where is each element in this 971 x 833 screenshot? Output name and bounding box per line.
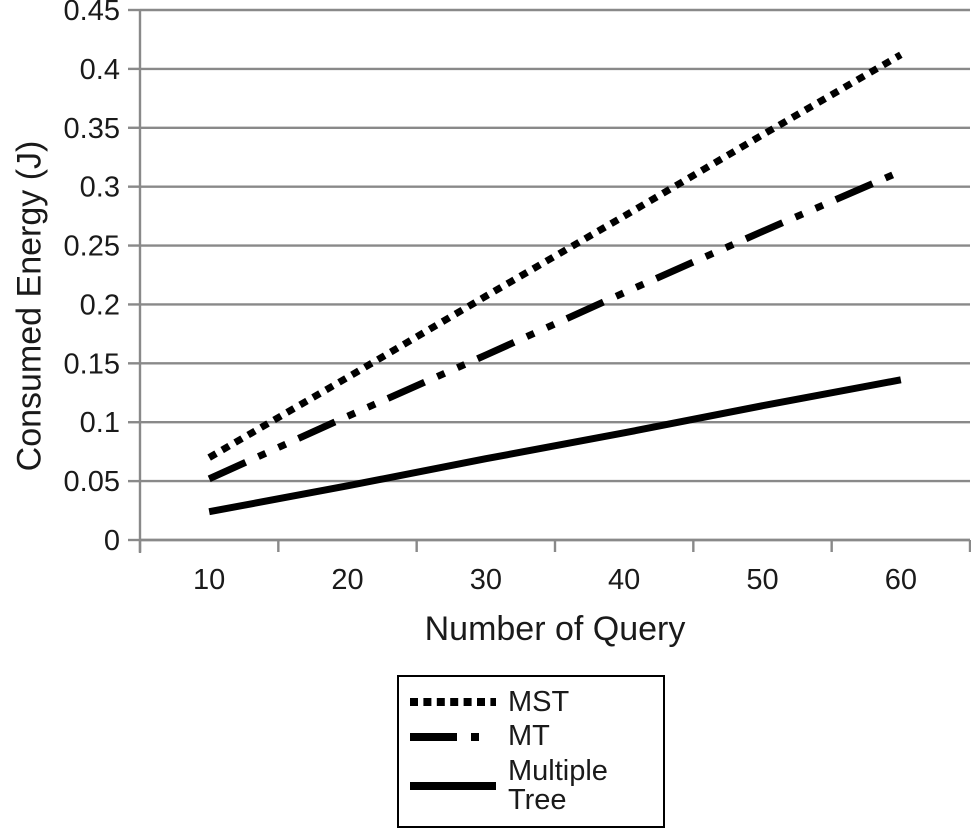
y-axis-title: Consumed Energy (J) — [10, 140, 49, 472]
x-tick-label: 10 — [193, 564, 225, 596]
x-axis-title: Number of Query — [424, 610, 686, 648]
series-line-multiple-tree — [208, 376, 902, 516]
legend-item-mt: MT — [409, 722, 657, 751]
x-tick-label: 40 — [608, 564, 640, 596]
y-tick-label: 0.15 — [64, 348, 120, 380]
series-line-mst — [207, 51, 903, 461]
legend-label-multiple-tree: Multiple Tree — [508, 755, 608, 817]
legend-item-multiple-tree: Multiple Tree — [409, 757, 657, 815]
x-tick-label: 50 — [746, 564, 778, 596]
y-tick-label: 0 — [104, 525, 120, 557]
y-tick-label: 0.4 — [80, 54, 120, 86]
legend-label-mst: MST — [508, 685, 570, 718]
y-tick-label: 0.3 — [80, 172, 120, 204]
legend-item-mst: MST — [409, 685, 657, 718]
mt-dash-dot-line-swatch-icon — [410, 732, 496, 741]
x-tick-label: 30 — [470, 564, 502, 596]
y-tick-label: 0.45 — [64, 0, 120, 27]
legend-box: MST MT Multiple Tree — [397, 675, 665, 828]
mst-dotted-line-swatch-icon — [410, 698, 496, 707]
multiple-tree-solid-line-swatch-icon — [410, 782, 496, 791]
y-tick-label: 0.25 — [64, 231, 120, 263]
x-tick-label: 60 — [885, 564, 917, 596]
y-tick-label: 0.35 — [64, 113, 120, 145]
y-tick-label: 0.2 — [80, 289, 120, 321]
legend-label-mt: MT — [508, 720, 550, 753]
y-tick-label: 0.1 — [80, 407, 120, 439]
x-tick-label: 20 — [331, 564, 363, 596]
y-tick-label: 0.05 — [64, 466, 120, 498]
series-line-mt — [207, 168, 903, 482]
